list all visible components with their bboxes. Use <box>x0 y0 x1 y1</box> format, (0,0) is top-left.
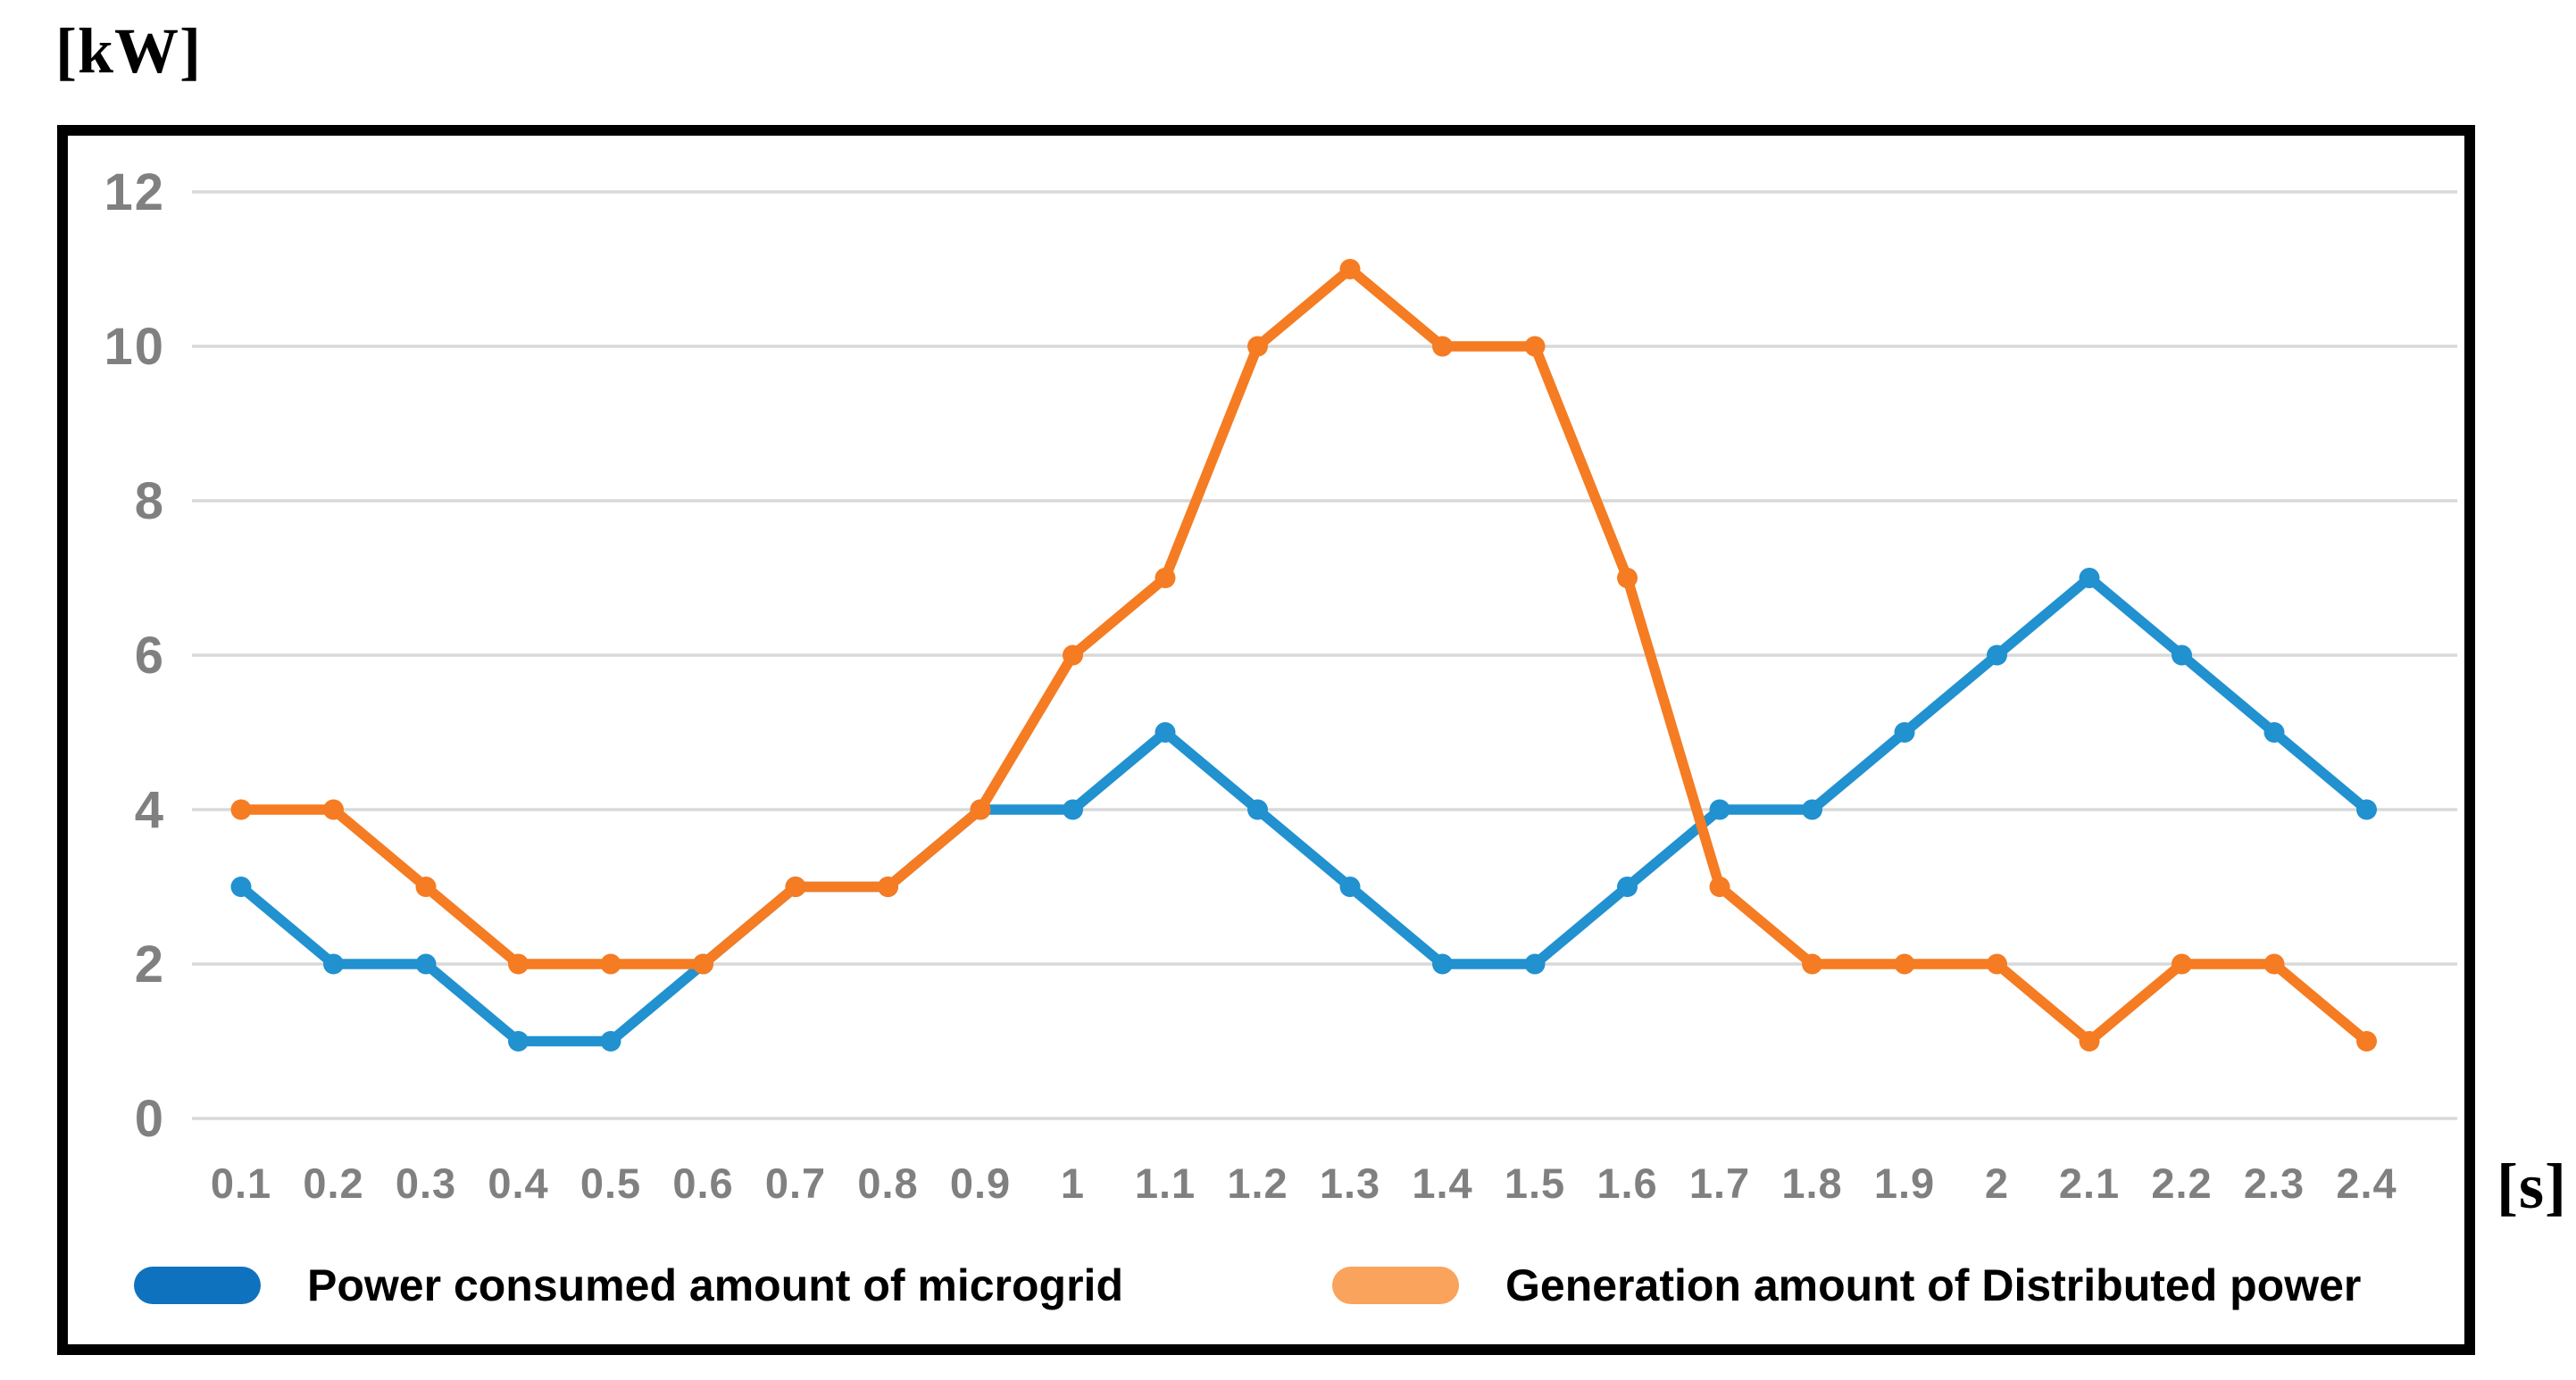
data-point-orange-x0.6 <box>693 953 713 975</box>
data-point-orange-x1.7 <box>1709 877 1730 897</box>
y-tick-label-2: 2 <box>135 935 165 993</box>
x-tick-label-1.9: 1.9 <box>1874 1160 1935 1207</box>
x-tick-label-0.7: 0.7 <box>765 1160 826 1207</box>
data-point-blue-x0.2 <box>323 953 344 975</box>
data-point-orange-x0.4 <box>508 953 529 975</box>
x-tick-label-0.2: 0.2 <box>303 1160 363 1207</box>
x-tick-label-0.5: 0.5 <box>580 1160 641 1207</box>
data-point-orange-x1.4 <box>1432 336 1453 357</box>
data-point-blue-x2.4 <box>2356 799 2377 820</box>
data-point-blue-x1.8 <box>1802 799 1822 820</box>
legend-item-power-consumed: Power consumed amount of microgrid <box>134 1253 1123 1318</box>
x-tick-label-2.1: 2.1 <box>2059 1160 2120 1207</box>
y-axis-unit-label: [kW] <box>55 15 202 87</box>
x-tick-label-1.7: 1.7 <box>1689 1160 1750 1207</box>
data-point-orange-x0.5 <box>600 953 621 975</box>
x-tick-label-0.3: 0.3 <box>396 1160 456 1207</box>
data-point-orange-x2.2 <box>2172 953 2192 975</box>
y-tick-label-12: 12 <box>104 163 165 221</box>
x-tick-label-2: 2 <box>1985 1160 2009 1207</box>
data-point-blue-x1.7 <box>1709 799 1730 820</box>
legend-label: Generation amount of Distributed power <box>1505 1260 2362 1310</box>
legend-swatch-blue <box>134 1267 261 1304</box>
data-point-orange-x1.6 <box>1617 568 1638 588</box>
x-tick-label-1.4: 1.4 <box>1412 1160 1472 1207</box>
data-point-orange-x0.2 <box>323 799 344 820</box>
x-tick-label-1: 1 <box>1061 1160 1085 1207</box>
legend-label: Power consumed amount of microgrid <box>307 1260 1123 1310</box>
x-tick-label-1.5: 1.5 <box>1505 1160 1565 1207</box>
data-point-blue-x0.1 <box>230 877 252 897</box>
data-point-orange-x2.1 <box>2079 1031 2100 1052</box>
data-point-orange-x2.3 <box>2263 953 2285 975</box>
data-point-orange-x0.1 <box>230 799 252 820</box>
x-tick-label-0.8: 0.8 <box>857 1160 918 1207</box>
x-tick-label-0.6: 0.6 <box>672 1160 733 1207</box>
data-point-blue-x2 <box>1987 644 2007 666</box>
x-tick-label-0.4: 0.4 <box>488 1160 548 1207</box>
chart-border <box>57 125 2475 1355</box>
x-tick-label-1.3: 1.3 <box>1320 1160 1380 1207</box>
data-point-orange-x2 <box>1987 953 2007 975</box>
data-point-orange-x1.8 <box>1802 953 1822 975</box>
x-tick-label-2.3: 2.3 <box>2244 1160 2305 1207</box>
data-point-orange-x2.4 <box>2356 1031 2377 1052</box>
data-point-blue-x1.6 <box>1617 877 1638 897</box>
data-point-orange-x0.8 <box>878 877 898 897</box>
x-tick-label-1.1: 1.1 <box>1135 1160 1196 1207</box>
y-tick-label-0: 0 <box>135 1090 165 1148</box>
chart-legend: Power consumed amount of microgrid Gener… <box>0 1253 2576 1318</box>
data-point-blue-x0.5 <box>600 1031 621 1052</box>
data-point-blue-x1.2 <box>1247 799 1268 820</box>
legend-swatch-orange <box>1332 1267 1459 1304</box>
y-tick-label-6: 6 <box>135 627 165 685</box>
data-point-blue-x1.9 <box>1894 722 1915 743</box>
data-point-orange-x1.3 <box>1339 259 1361 279</box>
x-tick-label-2.4: 2.4 <box>2336 1160 2397 1207</box>
data-point-blue-x0.3 <box>415 953 437 975</box>
data-point-blue-x2.3 <box>2263 722 2285 743</box>
x-tick-label-1.6: 1.6 <box>1596 1160 1657 1207</box>
data-point-orange-x1 <box>1063 644 1083 666</box>
x-tick-label-1.8: 1.8 <box>1781 1160 1842 1207</box>
data-point-orange-x1.5 <box>1524 336 1546 357</box>
data-point-orange-x1.1 <box>1155 568 1176 588</box>
x-tick-label-0.9: 0.9 <box>950 1160 1011 1207</box>
data-point-blue-x2.2 <box>2172 644 2192 666</box>
data-point-blue-x1.4 <box>1432 953 1453 975</box>
x-tick-label-0.1: 0.1 <box>211 1160 271 1207</box>
data-point-blue-x2.1 <box>2079 568 2100 588</box>
data-point-blue-x1.5 <box>1524 953 1546 975</box>
data-point-orange-x1.2 <box>1247 336 1268 357</box>
y-tick-label-4: 4 <box>135 781 165 839</box>
x-tick-label-1.2: 1.2 <box>1227 1160 1288 1207</box>
data-point-blue-x1 <box>1063 799 1083 820</box>
data-point-orange-x1.9 <box>1894 953 1915 975</box>
data-point-blue-x1.1 <box>1155 722 1176 743</box>
data-point-blue-x0.4 <box>508 1031 529 1052</box>
data-point-blue-x1.3 <box>1339 877 1361 897</box>
data-point-orange-x0.7 <box>785 877 806 897</box>
data-point-orange-x0.9 <box>970 799 991 820</box>
series-line-generation-amount <box>236 263 2372 1047</box>
data-point-orange-x0.3 <box>415 877 437 897</box>
series-line-power-consumed <box>236 572 2372 1047</box>
x-axis-unit-label: [s] <box>2497 1151 2567 1222</box>
x-tick-label-2.2: 2.2 <box>2151 1160 2212 1207</box>
y-tick-label-10: 10 <box>104 318 165 376</box>
y-tick-label-8: 8 <box>135 472 165 530</box>
legend-item-generation-amount: Generation amount of Distributed power <box>1332 1253 2361 1318</box>
